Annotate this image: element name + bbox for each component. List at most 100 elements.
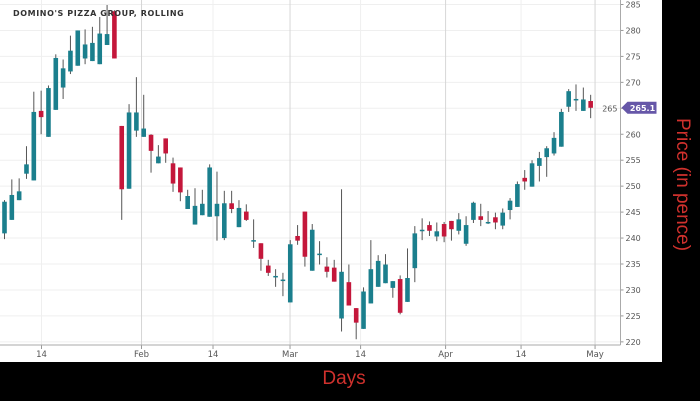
y-tick-label: 220 (626, 338, 641, 347)
candle-body-up (456, 219, 462, 231)
candle-body-down (427, 225, 432, 231)
y-tick-label: 285 (626, 1, 641, 10)
candle-body-down (588, 101, 593, 108)
candle-body-up (383, 264, 388, 284)
candle-body-up (419, 229, 425, 232)
candle-body-down (353, 308, 359, 323)
x-tick-label: 14 (36, 350, 47, 360)
y-tick-label: 280 (626, 26, 641, 35)
candle-body-up (339, 271, 344, 319)
candle-body-up (222, 203, 227, 239)
candle-body-up (581, 99, 586, 111)
candle-body-up (317, 253, 322, 256)
candle-body-down (493, 217, 498, 223)
candle-body-up (463, 225, 469, 244)
candle-body-up (75, 30, 81, 66)
candle-body-down (243, 211, 249, 220)
candle-body-down (441, 224, 447, 237)
y-tick-label: 245 (626, 208, 641, 217)
last-price-badge (621, 101, 657, 114)
last-price-label: 265.1 (630, 104, 656, 113)
y-tick-label: 230 (626, 286, 641, 295)
candle-body-up (500, 212, 506, 226)
candle-body-up (485, 221, 491, 224)
candle-body-up (192, 205, 198, 225)
candle-body-down (449, 220, 454, 230)
x-tick-label: Feb (134, 350, 149, 360)
candle-body-up (97, 33, 103, 65)
y-axis-title: Price (in pence) (672, 118, 693, 252)
candle-body-up (46, 88, 51, 137)
candle-body-down (478, 216, 484, 220)
candle-body-up (68, 50, 73, 72)
candle-body-down (324, 266, 330, 272)
plot-area (0, 0, 662, 362)
candle-body-up (104, 34, 110, 45)
candle-body-up (185, 196, 190, 209)
candle-body-up (126, 112, 132, 189)
candle-body-down (302, 211, 308, 257)
candle-body-up (361, 291, 366, 329)
candle-body-up (507, 200, 513, 211)
candle-body-down (119, 125, 125, 190)
chart-title: DOMINO'S PIZZA GROUP, ROLLING (13, 9, 185, 18)
candle-body-down (346, 282, 352, 306)
y-tick-label: 235 (626, 260, 641, 269)
x-tick-label: 14 (208, 350, 219, 360)
candle-body-up (559, 111, 564, 147)
y-tick-label: 270 (626, 78, 641, 87)
candle-body-up (2, 201, 7, 234)
y-tick-label: 240 (626, 234, 641, 243)
candle-body-up (405, 278, 410, 302)
candle-body-up (134, 112, 139, 131)
candle-body-up (529, 163, 535, 187)
candle-body-up (156, 156, 161, 164)
candle-body-up (471, 202, 476, 220)
candle-body-down (112, 11, 117, 59)
candle-body-up (537, 158, 542, 166)
candle-body-down (163, 138, 168, 154)
candle-body-down (522, 177, 528, 182)
candle-body-up (200, 203, 205, 216)
candle-body-up (9, 194, 15, 220)
candle-body-up (236, 207, 242, 228)
x-tick-label: Apr (438, 350, 453, 360)
x-axis-title: Days (322, 368, 366, 389)
candle-body-up (412, 233, 418, 269)
candle-body-up (434, 231, 440, 237)
candle-body-down (397, 279, 403, 313)
candle-body-up (390, 281, 396, 288)
y-tick-label: 250 (626, 182, 641, 191)
candle-body-down (258, 243, 264, 259)
candle-body-up (280, 279, 286, 282)
candle-body-down (148, 134, 154, 151)
y-tick-label: 255 (626, 156, 641, 165)
y-tick-label: 275 (626, 52, 641, 61)
candle-body-up (551, 137, 557, 154)
x-tick-label: May (586, 350, 604, 360)
candle-body-up (207, 167, 212, 217)
candle-body-down (170, 163, 176, 184)
candle-body-up (90, 42, 95, 62)
candle-body-up (309, 229, 315, 271)
candle-body-down (295, 235, 300, 241)
candle-body-up (515, 184, 520, 207)
y-tick-label: 260 (626, 130, 641, 139)
candle-body-up (214, 203, 220, 217)
candle-body-up (31, 111, 37, 181)
candle-body-up (82, 44, 88, 59)
candle-body-up (251, 240, 256, 242)
candle-body-up (544, 148, 549, 158)
candle-body-down (178, 167, 183, 193)
candle-body-up (60, 68, 66, 88)
candle-body-up (141, 128, 147, 137)
x-tick-label: 14 (516, 350, 527, 360)
y-tick-label: 265 (602, 104, 617, 113)
candle-body-up (24, 164, 29, 174)
candle-body-up (53, 57, 59, 110)
y-tick-label: 225 (626, 312, 641, 321)
candle-body-up (573, 98, 579, 101)
candle-body-up (16, 191, 22, 201)
